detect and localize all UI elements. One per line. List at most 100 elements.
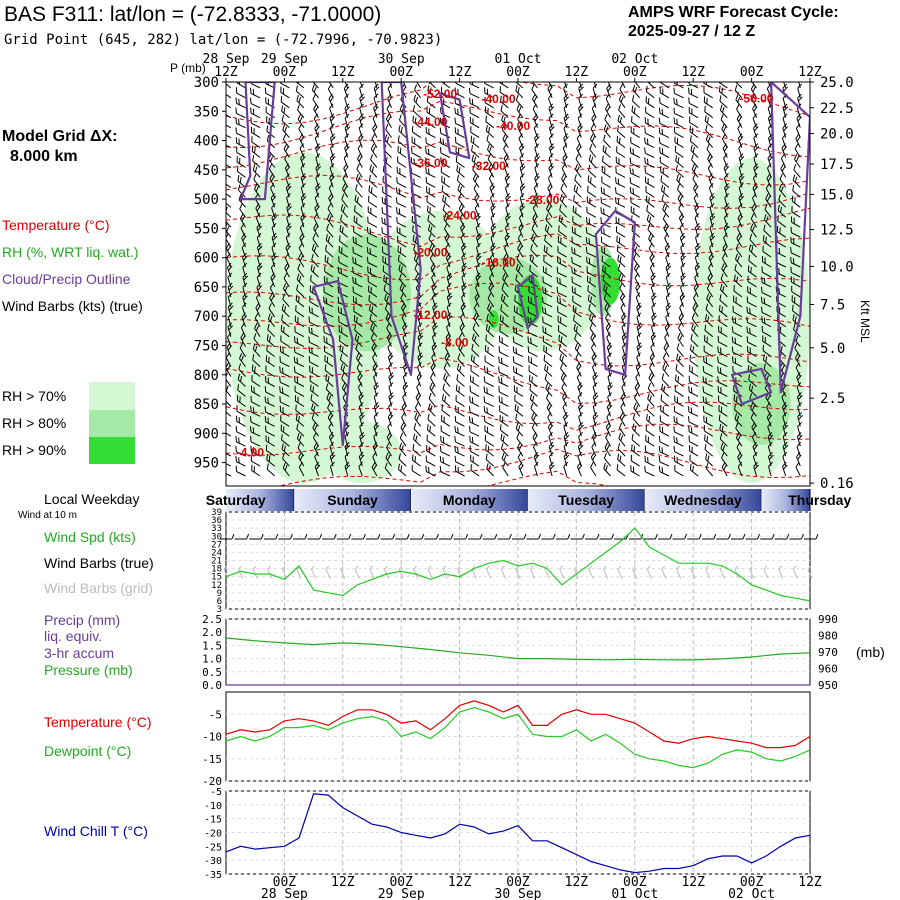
wind-barb-flag [442,457,445,464]
wind-barb-flag [322,306,325,313]
wind-barb-staff [455,400,465,407]
wind-barb-staff [353,301,363,308]
wind-barb [354,194,363,208]
wind-barb [343,153,349,168]
wind-barb-flag [344,165,349,172]
wind-barb-staff [370,328,378,338]
wind-barb-flag [359,93,365,99]
wind-barb [327,83,334,99]
wind-barb-flag [384,303,388,310]
wind-barb-staff [255,217,261,228]
wind-barb [281,105,290,119]
wind-barb-flag [402,382,408,388]
wind-barb-flag [235,137,238,144]
wind-barb-flag [312,233,316,240]
wind-barb-staff [283,278,290,288]
wind-barb-flag [455,146,457,153]
wind-barb-flag [443,82,446,84]
wind-barb-staff [441,181,451,188]
wind-barb [470,135,480,149]
cross-section-panel: -52.00 -40.00-40.00-44.00-36.00 -32.00-28.… [89,52,854,492]
wind-barb-flag [279,356,281,363]
wind-barb-flag [269,156,274,163]
wind-barb-flag [339,353,343,360]
wind-barb-staff [458,348,465,357]
wind-barb [411,126,421,139]
wind-barb-flag [373,431,378,438]
wind-barb-flag [427,85,430,92]
wind-barb [426,116,436,129]
wind-barb [269,292,276,308]
wind-barb-staff [280,340,290,348]
wind-barb-flag [474,315,479,322]
wind-barb-flag [279,376,281,383]
wind-barb [397,254,407,268]
wind-barb-staff [240,228,246,238]
wind-barb [411,206,421,218]
wind-barb-flag [279,345,282,352]
wind-barb-flag [373,412,379,418]
wind-barb-flag [227,332,232,338]
wind-barb-flag [468,82,471,84]
wind-barb [337,266,348,278]
wind-barb-staff [270,197,276,208]
wind-barb-flag [312,266,315,273]
wind-barb-flag [396,207,398,214]
wind-barb-staff [250,411,261,417]
wind-barb-flag [359,77,365,81]
wind-barb-staff [357,158,363,168]
wind-barb-flag [384,293,387,300]
wind-barb-flag [298,452,302,458]
wind-barb-flag [352,286,354,293]
wind-barb-flag [475,282,480,288]
wind-barb [339,344,349,357]
wind-barb-flag [294,395,297,402]
wind-barb-flag [469,97,471,104]
wind-barb-flag [239,176,242,183]
wind-barb-flag [270,183,275,189]
wind-barb [250,385,261,397]
wind-barb-flag [300,153,305,159]
wind-barb-flag [354,258,357,265]
wind-barb [299,232,305,248]
wind-barb-staff [396,212,407,218]
wind-barb [425,127,436,139]
wind-barb [311,253,319,268]
wind-barb [309,375,319,387]
wind-barb-staff [314,207,319,218]
wind-barb-flag [344,123,350,129]
wind-barb-staff [237,171,246,178]
wind-barb-staff [255,208,261,218]
wind-barb-flag [469,435,471,442]
wind-barb-staff [313,446,319,457]
wind-barb-flag [410,157,413,164]
wind-barb-staff [357,377,363,387]
wind-barb-staff [444,357,451,367]
wind-barb-flag [397,235,399,242]
wind-barb-staff [227,316,232,327]
wind-barb-flag [411,464,413,471]
wind-barb-flag [374,74,380,78]
wind-barb [358,461,363,477]
wind-barb [354,324,363,338]
wind-barb-flag [372,352,377,358]
wind-barb-flag [428,187,430,194]
wind-barb [328,93,334,109]
wind-barb-flag [240,223,245,229]
wind-barb [470,454,480,467]
wind-barb-flag [286,193,291,199]
wind-barb [475,282,480,298]
wind-barb-staff [281,319,290,328]
wind-barb-staff [281,120,290,129]
wind-barb-staff [368,201,378,208]
wind-barb-flag [430,262,435,269]
wind-barb-flag [285,242,290,249]
wind-barb-flag [370,287,372,294]
wind-barb-flag [250,117,252,124]
wind-barb-staff [426,111,436,119]
wind-barb-flag [446,322,451,328]
wind-barb-staff [323,291,334,298]
wind-barb [328,193,334,208]
wind-barb-flag [311,403,314,410]
wind-barb-flag [345,424,350,430]
